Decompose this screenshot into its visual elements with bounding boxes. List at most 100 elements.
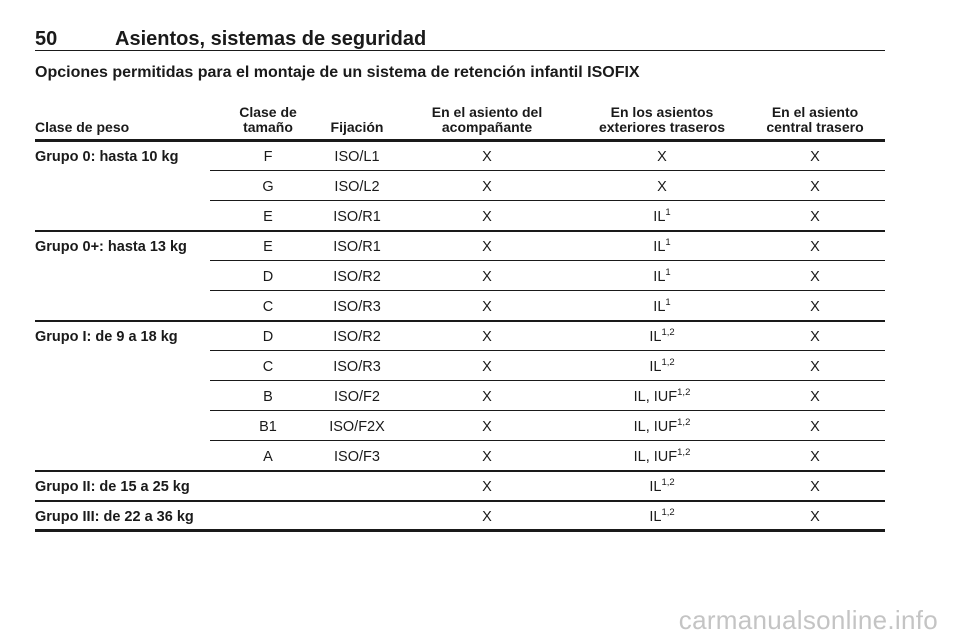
cell-center: X	[810, 509, 820, 525]
column-header: En el asiento del acompañante	[431, 104, 543, 135]
cell-front: X	[482, 239, 492, 255]
cell-text: IL	[653, 299, 666, 315]
cell-size: B	[263, 389, 273, 405]
cell-outer: IL, IUF1,2	[633, 387, 691, 405]
footnote-ref: 1	[665, 237, 671, 248]
cell-front: X	[482, 149, 492, 165]
subtitle: Opciones permitidas para el montaje de u…	[35, 64, 640, 81]
cell-text: IL	[653, 269, 666, 285]
weight-class: Grupo I: de 9 a 18 kg	[35, 329, 178, 345]
column-header: Clase de tamaño	[239, 104, 297, 135]
weight-class: Grupo III: de 22 a 36 kg	[35, 509, 194, 525]
title-rule	[35, 50, 885, 51]
cell-center: X	[810, 389, 820, 405]
cell-size: E	[263, 209, 273, 225]
cell-center: X	[810, 449, 820, 465]
footnote-ref: 1	[665, 267, 671, 278]
cell-outer: IL1,2	[649, 477, 675, 495]
cell-fixation: ISO/F3	[334, 449, 380, 465]
footnote-ref: 1,2	[677, 447, 691, 458]
column-header: En los asientos exteriores traseros	[598, 104, 726, 135]
cell-center: X	[810, 329, 820, 345]
row-rule	[210, 410, 885, 411]
table-bottom-rule	[35, 529, 885, 532]
footnote-ref: 1,2	[661, 327, 675, 338]
cell-size: G	[262, 179, 274, 195]
cell-front: X	[482, 509, 492, 525]
cell-size: A	[263, 449, 273, 465]
cell-fixation: ISO/R1	[333, 209, 381, 225]
cell-center: X	[810, 179, 820, 195]
cell-front: X	[482, 299, 492, 315]
row-rule	[210, 290, 885, 291]
cell-center: X	[810, 359, 820, 375]
cell-outer: IL1,2	[649, 327, 675, 345]
cell-text: IL	[649, 359, 662, 375]
cell-size: C	[262, 299, 274, 315]
cell-size: F	[263, 149, 273, 165]
cell-fixation: ISO/R2	[333, 269, 381, 285]
cell-fixation: ISO/R1	[333, 239, 381, 255]
cell-center: X	[810, 209, 820, 225]
weight-class: Grupo II: de 15 a 25 kg	[35, 479, 190, 495]
cell-text: IL	[649, 479, 662, 495]
group-rule	[35, 320, 885, 322]
cell-fixation: ISO/R2	[333, 329, 381, 345]
cell-fixation: ISO/L1	[334, 149, 380, 165]
cell-fixation: ISO/L2	[334, 179, 380, 195]
cell-text: IL, IUF	[633, 419, 678, 435]
footnote-ref: 1,2	[677, 417, 691, 428]
cell-center: X	[810, 149, 820, 165]
cell-front: X	[482, 479, 492, 495]
footnote-ref: 1	[665, 297, 671, 308]
cell-fixation: ISO/F2X	[329, 419, 385, 435]
group-rule	[35, 500, 885, 502]
cell-front: X	[482, 209, 492, 225]
cell-front: X	[482, 179, 492, 195]
cell-size: B1	[259, 419, 277, 435]
weight-class: Grupo 0: hasta 10 kg	[35, 149, 179, 165]
header-rule	[35, 139, 885, 142]
cell-center: X	[810, 299, 820, 315]
cell-size: D	[262, 269, 274, 285]
cell-front: X	[482, 269, 492, 285]
cell-outer: IL1	[653, 297, 671, 315]
weight-class: Grupo 0+: hasta 13 kg	[35, 239, 187, 255]
footnote-ref: 1	[665, 207, 671, 218]
row-rule	[210, 440, 885, 441]
cell-text: IL	[653, 239, 666, 255]
cell-text: IL, IUF	[633, 389, 678, 405]
cell-outer: IL, IUF1,2	[633, 417, 691, 435]
row-rule	[210, 200, 885, 201]
cell-front: X	[482, 329, 492, 345]
cell-center: X	[810, 239, 820, 255]
cell-outer: X	[657, 179, 667, 195]
cell-text: IL	[649, 329, 662, 345]
cell-front: X	[482, 449, 492, 465]
cell-front: X	[482, 389, 492, 405]
footnote-ref: 1,2	[661, 477, 675, 488]
cell-text: IL	[649, 509, 662, 525]
cell-center: X	[810, 479, 820, 495]
cell-outer: IL, IUF1,2	[633, 447, 691, 465]
group-rule	[35, 230, 885, 232]
column-header: Fijación	[330, 119, 384, 135]
row-rule	[210, 350, 885, 351]
column-header: En el asiento central trasero	[766, 104, 864, 135]
cell-front: X	[482, 359, 492, 375]
cell-text: IL, IUF	[633, 449, 678, 465]
cell-center: X	[810, 269, 820, 285]
cell-outer: IL1,2	[649, 508, 674, 525]
cell-outer: IL1	[653, 267, 671, 285]
watermark: carmanualsonline.info	[678, 605, 938, 635]
cell-outer: IL1,2	[649, 357, 675, 375]
column-header: Clase de peso	[35, 119, 130, 135]
footnote-ref: 1,2	[661, 357, 675, 368]
cell-front: X	[482, 419, 492, 435]
footnote-ref: 1,2	[677, 387, 691, 398]
cell-center: X	[810, 419, 820, 435]
row-rule	[210, 380, 885, 381]
cell-fixation: ISO/R3	[333, 359, 381, 375]
cell-size: E	[263, 239, 273, 255]
